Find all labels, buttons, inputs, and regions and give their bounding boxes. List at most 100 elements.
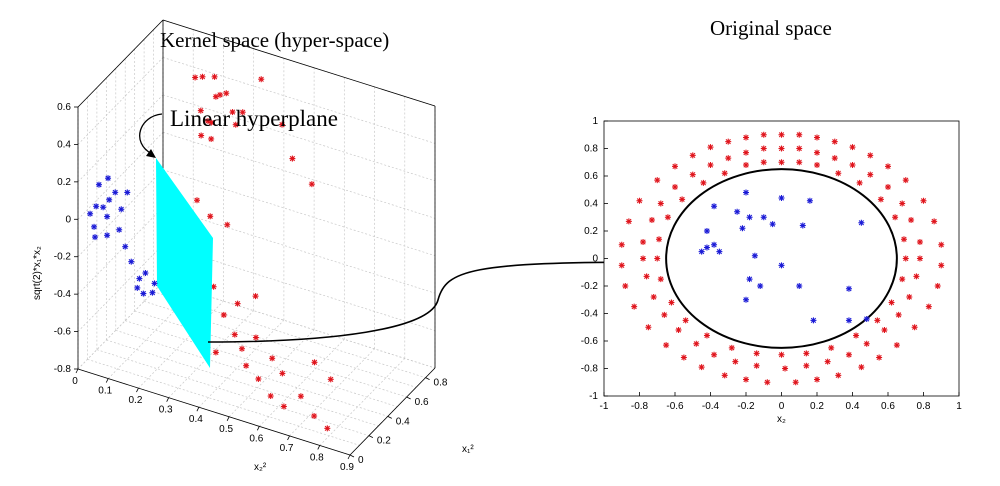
outer-point <box>657 200 664 207</box>
linear-hyperplane-label: Linear hyperplane <box>170 106 338 131</box>
x1-tick-label: 0 <box>358 455 364 466</box>
original-space-title: Original space <box>710 16 832 40</box>
x2-tick-mark <box>105 378 109 383</box>
inner-point <box>746 276 753 283</box>
outer-point <box>858 364 865 371</box>
arrowhead-icon <box>146 149 156 158</box>
x2-tick-mark <box>317 445 321 450</box>
x1-tick-mark <box>387 415 392 419</box>
grid-line <box>259 339 345 427</box>
outer-point <box>711 351 718 358</box>
outer-point <box>707 144 714 151</box>
outer-point <box>648 217 655 223</box>
outer-point <box>703 332 710 339</box>
outer-point <box>778 131 785 138</box>
outer-point <box>824 358 831 365</box>
outer-point <box>679 196 686 203</box>
inner-point <box>711 241 718 248</box>
inner-point <box>739 225 746 232</box>
outer-point <box>664 214 671 221</box>
kernel-outer-point <box>229 109 236 116</box>
kernel-outer-point <box>324 425 331 432</box>
x2-tick-mark <box>287 435 290 441</box>
kernel-outer-point <box>234 300 241 307</box>
y-tick-label: 0.6 <box>584 171 598 182</box>
outer-point <box>920 197 927 204</box>
outer-point <box>814 149 820 156</box>
grid-line <box>77 169 164 257</box>
inner-point <box>703 228 710 234</box>
outer-point <box>916 255 923 262</box>
outer-point <box>796 159 803 166</box>
x2-tick-mark <box>256 426 260 431</box>
kernel-outer-point <box>220 311 227 318</box>
outer-point <box>849 144 856 151</box>
outer-point <box>663 342 670 349</box>
x2-tick-label: 0.7 <box>280 443 294 454</box>
kernel-inner-point <box>87 210 94 217</box>
linear-hyperplane <box>156 158 213 368</box>
kernel-grid <box>77 19 436 456</box>
grid-line <box>144 300 417 388</box>
kernel-z-ticks: 0.6 0.4 0.2 0 -0.2 -0.4 -0.6 -0.8 <box>54 102 78 375</box>
grid-line <box>162 244 436 331</box>
kernel-box-edges <box>77 19 436 456</box>
x2-tick-label: 0.1 <box>98 386 112 397</box>
outer-point <box>792 379 799 386</box>
outer-point <box>814 162 820 168</box>
kernel-inner-points <box>87 175 158 297</box>
y-tick-label: -0.4 <box>581 309 599 320</box>
y-tick-label: 0 <box>592 254 598 265</box>
kernel-inner-point <box>140 290 147 297</box>
outer-point <box>753 350 760 357</box>
kernel-inner-point <box>92 234 98 241</box>
outer-point <box>654 255 661 262</box>
outer-point <box>913 273 920 280</box>
x2-tick-mark <box>347 454 351 460</box>
kernel-inner-point <box>136 275 143 282</box>
outer-point <box>867 171 874 178</box>
inner-point <box>810 317 817 324</box>
kernel-inner-point <box>112 189 119 196</box>
outer-class-points <box>618 131 945 386</box>
outer-point <box>622 283 629 289</box>
inner-point <box>806 197 813 204</box>
x2-tick-label: 0.5 <box>219 424 233 435</box>
y-ticks: 1 0.8 0.6 0.4 0.2 0 -0.2 -0.4 -0.6 -0.8 -1 <box>581 116 608 402</box>
inner-point <box>746 214 753 221</box>
grid-line <box>289 348 375 437</box>
grid-line <box>162 94 436 182</box>
y-tick-label: 1 <box>592 116 598 127</box>
inner-point <box>778 195 785 201</box>
x1-tick-mark <box>349 454 355 458</box>
y-tick-label: 0.4 <box>584 199 598 210</box>
x2-tick-mark <box>196 407 200 412</box>
x-tick-label: -1 <box>600 401 609 412</box>
outer-point <box>782 365 789 372</box>
kernel-outer-point <box>238 345 245 352</box>
grid-line <box>115 329 388 417</box>
kernel-outer-point <box>311 359 318 366</box>
outer-point <box>938 262 945 269</box>
kernel-space-title: Kernel space (hyper-space) <box>160 28 389 52</box>
outer-point <box>867 152 874 159</box>
x-tick-label: 0.6 <box>881 401 895 412</box>
outer-point <box>640 255 647 262</box>
y-tick-label: -0.8 <box>581 364 599 375</box>
kernel-outer-point <box>243 362 250 369</box>
inner-point <box>703 244 710 251</box>
kernel-outer-point <box>252 334 259 341</box>
inner-point <box>751 252 758 259</box>
x2-axis-label: x₂ <box>777 414 786 425</box>
x2-tick-label: 0.4 <box>189 414 203 425</box>
outer-point <box>849 162 856 168</box>
x1-squared-axis-label: x₁² <box>462 444 474 455</box>
kernel-outer-point <box>217 91 224 98</box>
box-edge <box>77 19 164 108</box>
y-tick-label: -0.2 <box>581 281 599 292</box>
y-tick-label: -0.6 <box>581 336 599 347</box>
outer-point <box>645 324 652 331</box>
outer-point <box>753 362 760 369</box>
outer-point <box>725 138 732 145</box>
outer-point <box>831 155 838 162</box>
